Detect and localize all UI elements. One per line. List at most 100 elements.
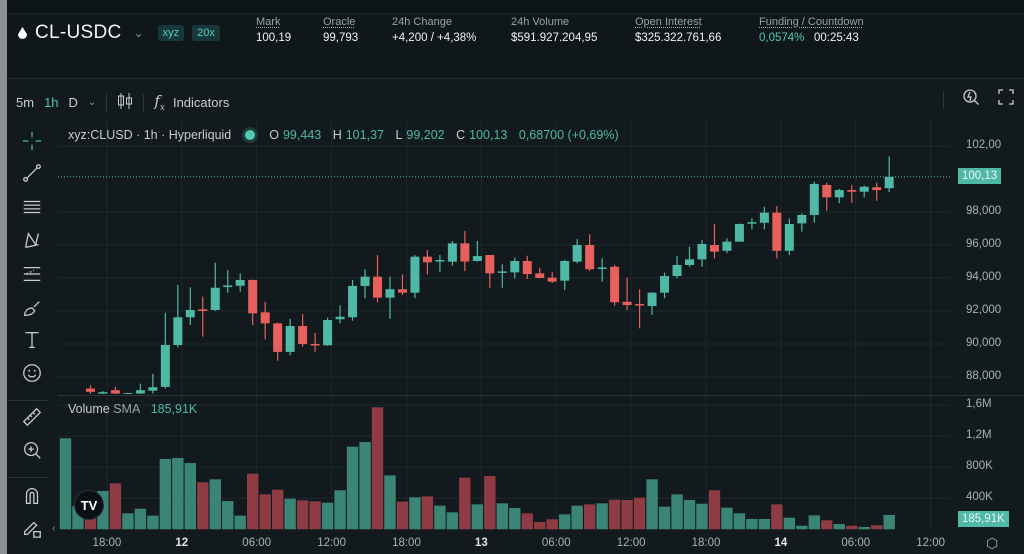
candle-body — [223, 285, 233, 288]
pattern-icon[interactable] — [20, 228, 44, 252]
quick-search-icon[interactable] — [962, 88, 980, 111]
divider — [8, 477, 48, 478]
volume-bar — [621, 499, 633, 530]
crosshair-icon[interactable] — [20, 129, 44, 153]
volume-bar — [172, 457, 184, 530]
fullscreen-icon[interactable] — [998, 89, 1014, 110]
candle-body — [110, 390, 120, 394]
close-label: C — [456, 128, 466, 142]
candle-body — [709, 245, 719, 252]
candle-body — [323, 320, 333, 346]
volume-bar — [559, 514, 571, 530]
zoom-in-icon[interactable] — [20, 438, 44, 462]
volume-bar — [384, 475, 396, 530]
volume-bar — [783, 517, 796, 530]
candle-type-icon[interactable] — [117, 92, 133, 113]
candle-body — [385, 289, 395, 298]
volume-bar — [421, 496, 434, 530]
indicators-label: Indicators — [172, 95, 230, 110]
candle-body — [635, 304, 645, 306]
stat-label: Mark — [256, 16, 281, 28]
interval-1h[interactable]: 1h — [44, 95, 59, 110]
open-value: 99,443 — [282, 128, 322, 142]
candle-body — [73, 397, 82, 400]
price-tick-label: 88,000 — [966, 370, 1002, 382]
fx-icon: fx — [154, 92, 165, 113]
volume-tick-label: 1,2M — [966, 429, 992, 442]
candle-body — [260, 312, 270, 324]
tradingview-logo[interactable]: TV — [74, 490, 104, 520]
candle-body — [61, 398, 70, 400]
candle-body — [198, 309, 208, 311]
brush-icon[interactable] — [20, 296, 44, 320]
interval-5m[interactable]: 5m — [16, 95, 35, 110]
magnet-icon[interactable] — [20, 484, 44, 508]
sma-label: SMA — [113, 402, 141, 416]
stat-24h-volume: 24h Volume $591.927.204,95 — [511, 16, 597, 44]
change-value: 0,68700 (+0,69%) — [518, 128, 619, 142]
volume-bar — [821, 520, 833, 530]
fib-icon[interactable] — [20, 262, 44, 286]
stat-value: +4,200 / +4,38% — [392, 32, 477, 44]
candle-body — [173, 317, 183, 345]
volume-bar — [122, 513, 134, 530]
funding-rate: 0,0574% — [759, 32, 805, 44]
volume-bar — [72, 506, 84, 530]
volume-tick-label: 400K — [966, 491, 993, 504]
volume-bar — [658, 506, 671, 530]
stat-value: $591.927.204,95 — [511, 32, 598, 44]
stat-24h-change: 24h Change +4,200 / +4,38% — [392, 16, 476, 44]
candle-body — [447, 243, 457, 262]
symbol-selector[interactable]: CL-USDC ⌄ xyz 20x — [18, 22, 220, 44]
candle-body — [585, 245, 595, 270]
drop-icon — [18, 27, 27, 39]
ruler-icon[interactable] — [20, 405, 44, 429]
interval-d[interactable]: D — [68, 95, 78, 110]
candle-body — [822, 184, 832, 198]
volume-bar — [633, 497, 646, 530]
settings-icon[interactable]: ⬡ — [986, 535, 999, 551]
price-tick-label: 98,000 — [966, 205, 1002, 217]
candle-body — [747, 222, 757, 224]
volume-bar — [209, 479, 221, 530]
candle-body — [772, 212, 782, 251]
time-tick-label: 12:00 — [916, 537, 945, 549]
volume-bar — [871, 525, 883, 530]
candle-body — [248, 279, 258, 314]
emoji-icon[interactable] — [20, 361, 44, 385]
collapse-toolbar-icon[interactable]: ‹ — [52, 523, 56, 534]
candle-body — [547, 277, 557, 282]
volume-bar — [683, 499, 696, 530]
volume-bar — [858, 526, 870, 530]
volume-bar — [646, 479, 658, 530]
stat-value: 99,793 — [323, 32, 359, 44]
stat-label: 24h Volume — [511, 16, 570, 28]
candle-body — [535, 273, 545, 278]
price-tick-label: 92,000 — [966, 304, 1002, 316]
interval-chevron-down-icon[interactable]: ⌄ — [87, 97, 97, 108]
volume-label: Volume — [68, 402, 110, 416]
divider — [8, 400, 48, 401]
indicators-button[interactable]: fx Indicators — [154, 92, 229, 113]
open-label: O — [269, 128, 279, 142]
time-tick-label: 18:00 — [392, 537, 421, 549]
candle-body — [98, 392, 108, 394]
window-edge — [0, 0, 7, 554]
candle-body — [85, 388, 95, 392]
volume-bar — [134, 508, 147, 530]
candle-body — [510, 261, 520, 273]
candle-body — [135, 390, 145, 394]
time-tick-label: 18:00 — [691, 537, 721, 549]
trend-line-icon[interactable] — [20, 161, 44, 185]
chevron-down-icon[interactable]: ⌄ — [133, 26, 144, 40]
top-strip — [7, 0, 1024, 14]
horizontal-lines-icon[interactable] — [20, 195, 44, 219]
status-dot — [245, 130, 256, 140]
lock-drawing-icon[interactable] — [20, 516, 44, 540]
volume-bar — [147, 515, 159, 530]
volume-bar — [546, 519, 558, 530]
text-icon[interactable] — [20, 328, 44, 352]
candle-body — [210, 287, 220, 311]
high-value: 101,37 — [345, 128, 384, 142]
